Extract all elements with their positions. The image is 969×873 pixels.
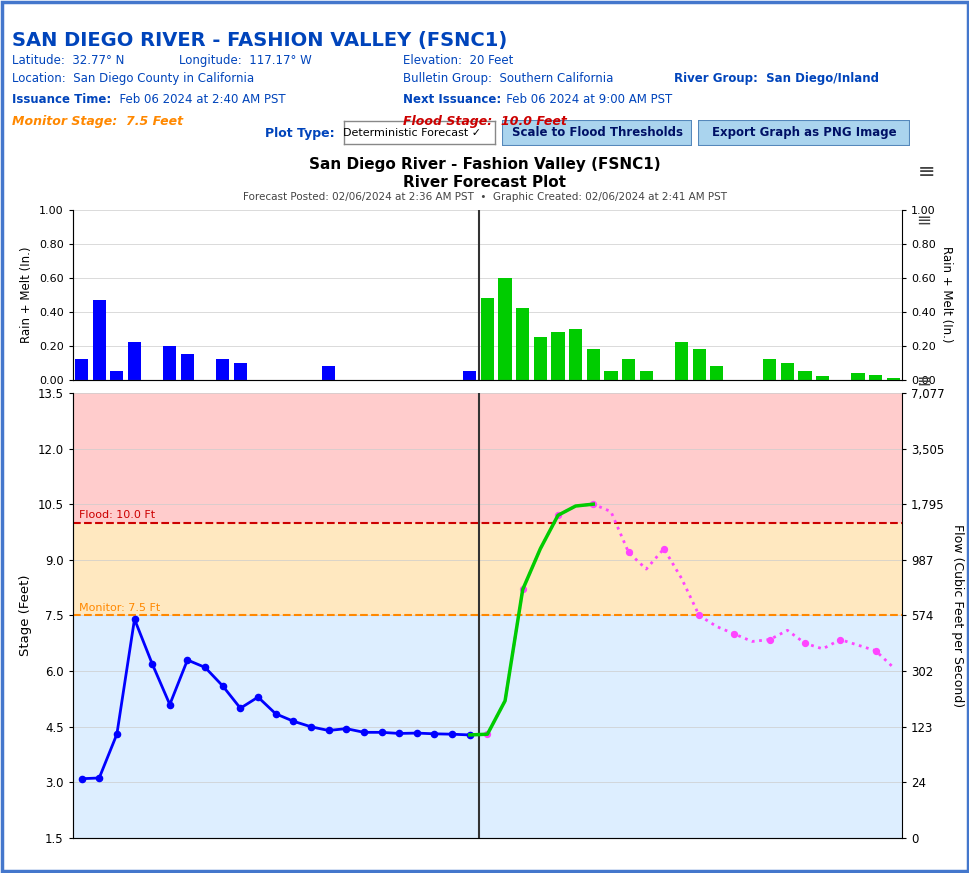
Text: Latitude:  32.77° N: Latitude: 32.77° N [12,54,124,67]
Point [285,714,300,728]
Point [109,727,124,741]
Point [162,698,177,711]
Bar [569,329,581,380]
Y-axis label: Flow (Cubic Feet per Second): Flow (Cubic Feet per Second) [951,524,963,707]
Text: Flood Stage:  10.0 Feet: Flood Stage: 10.0 Feet [402,115,566,128]
Point [549,508,565,522]
Text: Scale to Flood Thresholds: Scale to Flood Thresholds [511,127,682,139]
Text: Export Graph as PNG Image: Export Graph as PNG Image [711,127,895,139]
Point [585,497,601,511]
Y-axis label: Rain + Melt (In.): Rain + Melt (In.) [939,246,952,343]
FancyBboxPatch shape [698,120,909,146]
Point [797,636,812,650]
Bar [73,523,901,615]
Point [726,627,741,641]
Point [391,726,407,740]
Bar [639,371,652,380]
Y-axis label: Rain + Melt (In.): Rain + Melt (In.) [20,246,33,343]
Point [409,726,424,740]
Bar [481,298,493,380]
Bar [516,308,529,380]
Point [127,612,142,626]
Text: SAN DIEGO RIVER - FASHION VALLEY (FSNC1): SAN DIEGO RIVER - FASHION VALLEY (FSNC1) [12,31,507,50]
Bar [128,342,141,380]
Point [444,727,459,741]
Point [144,656,160,670]
FancyBboxPatch shape [502,120,691,146]
Bar [586,349,599,380]
Text: Next Issuance:: Next Issuance: [402,93,500,107]
Bar [462,371,476,380]
Text: Longitude:  117.17° W: Longitude: 117.17° W [179,54,312,67]
Bar [234,363,247,380]
Point [620,546,636,560]
Text: ≡: ≡ [915,373,930,391]
Point [461,728,477,742]
Point [215,679,231,693]
Bar [75,360,88,380]
Text: Forecast Posted: 02/06/2024 at 2:36 AM PST  •  Graphic Created: 02/06/2024 at 2:: Forecast Posted: 02/06/2024 at 2:36 AM P… [243,192,726,202]
Bar [73,393,901,523]
Point [655,541,671,556]
Point [233,701,248,715]
Bar [92,299,106,380]
Point [74,772,89,786]
Point [250,690,266,704]
Point [338,722,354,736]
Point [479,727,494,741]
Text: Flood: 10.0 Ft: Flood: 10.0 Ft [79,510,155,520]
Y-axis label: Stage (Feet): Stage (Feet) [19,574,32,656]
Text: Feb 06 2024 at 2:40 AM PST: Feb 06 2024 at 2:40 AM PST [111,93,285,107]
Bar [886,378,899,380]
Text: ≡: ≡ [915,211,930,230]
Point [831,633,847,647]
Text: San Diego River - Fashion Valley (FSNC1): San Diego River - Fashion Valley (FSNC1) [309,157,660,172]
Point [762,633,777,647]
Bar [533,337,547,380]
Point [515,582,530,596]
Point [321,724,336,738]
Bar [73,615,901,838]
Bar [604,371,617,380]
Text: Elevation:  20 Feet: Elevation: 20 Feet [402,54,513,67]
Bar [216,360,229,380]
Bar [763,360,775,380]
Bar [550,332,564,380]
Bar [322,366,335,380]
Point [373,725,389,739]
Text: Issuance Time:: Issuance Time: [12,93,110,107]
Bar [180,354,194,380]
Bar [797,371,811,380]
Bar [163,346,176,380]
Bar [674,342,687,380]
Bar [780,363,794,380]
Bar [709,366,723,380]
Point [867,643,883,657]
Point [691,608,706,622]
Bar [621,360,635,380]
Point [197,660,212,674]
Text: Deterministic Forecast ✓: Deterministic Forecast ✓ [343,127,481,138]
Text: Bulletin Group:  Southern California: Bulletin Group: Southern California [402,72,612,85]
Text: Location:  San Diego County in California: Location: San Diego County in California [12,72,254,85]
Point [179,653,195,667]
Bar [815,376,828,380]
Text: ≡: ≡ [917,162,934,182]
Text: Monitor Stage:  7.5 Feet: Monitor Stage: 7.5 Feet [12,115,182,128]
Text: River Forecast Plot: River Forecast Plot [403,175,566,189]
Text: Monitor: 7.5 Ft: Monitor: 7.5 Ft [79,603,161,613]
Bar [851,373,863,380]
Point [303,719,319,733]
Bar [868,375,882,380]
Text: Feb 06 2024 at 9:00 AM PST: Feb 06 2024 at 9:00 AM PST [494,93,672,107]
Point [426,727,442,741]
Point [356,725,371,739]
Bar [498,278,512,380]
Bar [692,349,705,380]
Text: Plot Type:: Plot Type: [265,127,334,140]
Point [267,707,283,721]
Point [91,771,107,785]
Bar [110,371,123,380]
Text: River Group:  San Diego/Inland: River Group: San Diego/Inland [673,72,878,85]
